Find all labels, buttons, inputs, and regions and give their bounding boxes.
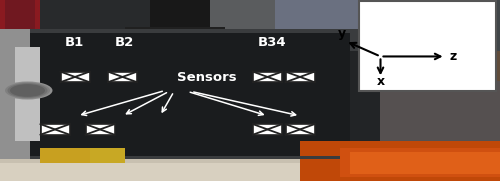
Text: B34: B34 <box>258 36 287 49</box>
Bar <box>253 124 282 135</box>
Bar <box>275 0 360 51</box>
Bar <box>0 0 500 51</box>
Text: z: z <box>450 50 456 63</box>
Bar <box>350 152 500 174</box>
Circle shape <box>8 83 48 98</box>
Bar <box>0 29 35 159</box>
Bar <box>60 72 90 82</box>
Bar <box>40 148 90 163</box>
Bar <box>300 141 500 181</box>
Circle shape <box>5 82 50 99</box>
Bar <box>86 124 114 135</box>
Bar <box>30 156 350 159</box>
Bar <box>15 47 40 141</box>
Bar <box>0 163 300 181</box>
Bar <box>40 124 70 135</box>
Bar <box>358 1 496 90</box>
Bar <box>253 72 282 82</box>
Text: Sensors: Sensors <box>178 71 237 84</box>
Bar <box>0 156 300 181</box>
Text: B2: B2 <box>114 36 134 49</box>
Bar <box>125 27 225 45</box>
Bar <box>286 124 314 135</box>
Text: x: x <box>376 75 384 88</box>
Bar <box>90 148 125 163</box>
Bar <box>350 51 380 159</box>
Bar <box>30 29 350 159</box>
Bar <box>30 0 180 51</box>
Bar <box>340 148 500 177</box>
Bar <box>5 0 35 54</box>
Bar <box>380 51 500 159</box>
Bar <box>0 0 40 40</box>
Bar <box>30 29 350 33</box>
Bar <box>350 29 380 51</box>
Bar <box>286 72 314 82</box>
Bar <box>380 51 500 81</box>
Bar <box>360 0 500 51</box>
Bar <box>108 72 137 82</box>
Circle shape <box>10 84 45 97</box>
Circle shape <box>2 81 52 100</box>
Text: B1: B1 <box>64 36 84 49</box>
Text: y: y <box>338 27 345 39</box>
Bar <box>150 0 210 33</box>
